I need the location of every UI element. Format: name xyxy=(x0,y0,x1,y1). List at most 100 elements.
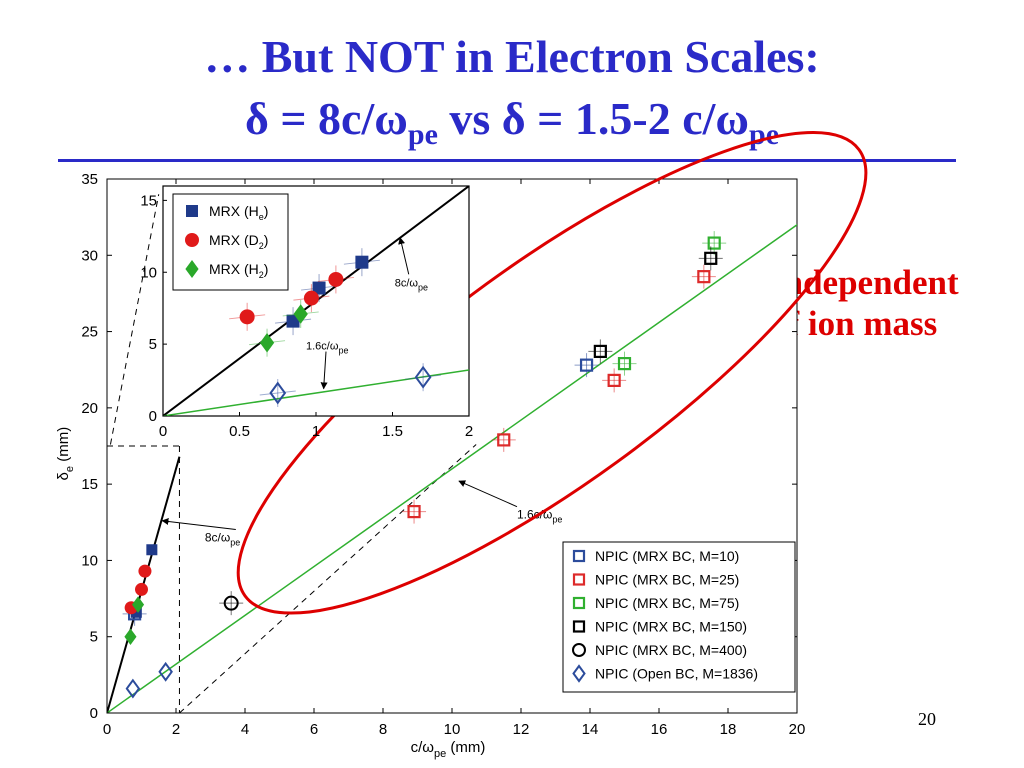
inset-point-s0-1 xyxy=(355,255,369,269)
inset-y-tick-label: 15 xyxy=(140,192,157,209)
legend-marker xyxy=(572,664,586,683)
y-tick-label: 20 xyxy=(81,400,98,417)
legend-box xyxy=(562,541,796,693)
main-point-s8-0 xyxy=(124,628,137,645)
inset-point-s0-2 xyxy=(312,281,326,295)
legend-label: NPIC (Open BC, M=1836) xyxy=(595,666,758,682)
inset-line-annotation-label: 1.6c/ωpe xyxy=(306,341,348,356)
x-tick-label: 20 xyxy=(789,721,806,738)
inset-line-1-6c xyxy=(163,369,469,416)
x-tick-label: 16 xyxy=(651,721,668,738)
highlight-ellipse xyxy=(236,130,868,615)
x-tick-label: 0 xyxy=(103,721,111,738)
y-tick-label: 10 xyxy=(81,552,98,569)
inset-x-tick-label: 2 xyxy=(465,423,473,440)
main-point-s5-1 xyxy=(158,661,173,682)
inset-x-tick-label: 0.5 xyxy=(229,423,250,440)
legend-marker xyxy=(572,596,586,610)
inset-point-s3-0 xyxy=(269,381,287,405)
inset-x-tick-label: 1 xyxy=(312,423,320,440)
title-underline xyxy=(58,159,956,162)
slide-number: 20 xyxy=(918,709,936,729)
main-point-s8-1 xyxy=(132,596,145,613)
x-tick-label: 2 xyxy=(172,721,180,738)
legend-marker xyxy=(572,620,586,633)
inset-legend-marker xyxy=(185,260,199,278)
inset-y-tick-label: 0 xyxy=(149,408,157,425)
y-tick-label: 25 xyxy=(81,324,98,341)
main-point-s7-2 xyxy=(138,564,152,578)
zoom-guide-diagonal-bottom xyxy=(179,444,477,713)
y-tick-label: 30 xyxy=(81,247,98,264)
inset-legend-label: MRX (D2) xyxy=(209,232,268,251)
main-point-s5-0 xyxy=(125,678,141,699)
main-point-s3-0 xyxy=(593,344,607,359)
inset-point-s3-1 xyxy=(414,365,432,389)
zoom-guide-diagonal-top xyxy=(109,194,160,445)
x-tick-label: 10 xyxy=(444,721,461,738)
side-note-line-2: of ion mass xyxy=(770,304,938,343)
inset-y-tick-label: 10 xyxy=(140,264,157,281)
inset-point-s3-1-xerr xyxy=(405,374,442,380)
main-plot-area xyxy=(107,194,797,713)
inset-y-tick-label: 5 xyxy=(149,336,157,353)
main-point-s6-0 xyxy=(130,606,142,618)
x-tick-label: 12 xyxy=(513,721,530,738)
legend-marker xyxy=(572,643,586,657)
inset-line-annotation-arrow xyxy=(320,351,328,390)
y-tick-label: 5 xyxy=(90,629,98,646)
main-point-s4-0 xyxy=(223,595,239,611)
inset-legend-label: MRX (He) xyxy=(209,203,268,222)
main-point-s1-0 xyxy=(407,505,421,519)
main-line-1-6c xyxy=(107,223,797,713)
main-point-s1-1 xyxy=(497,433,511,447)
inset-x-tick-label: 0 xyxy=(159,423,167,440)
legend-label: NPIC (MRX BC, M=25) xyxy=(595,572,739,588)
legend-label: NPIC (MRX BC, M=75) xyxy=(595,595,739,611)
x-axis-label: c/ωpe (mm) xyxy=(411,739,486,760)
inset-point-s1-1 xyxy=(303,290,319,306)
line-annotation-label: 8c/ωpe xyxy=(205,531,240,548)
y-axis-label: δe (mm) xyxy=(55,427,76,481)
main-point-s2-1 xyxy=(707,236,721,250)
inset-point-s0-0 xyxy=(286,314,300,328)
inset-legend-label: MRX (H2) xyxy=(209,261,268,280)
title-part-1: δ = 8c/ω xyxy=(244,93,408,144)
main-point-s2-0 xyxy=(617,357,632,371)
title-part-2: vs δ = 1.5-2 c/ω xyxy=(437,93,750,144)
inset-x-tick-label: 1.5 xyxy=(382,423,403,440)
main-point-s3-1 xyxy=(704,251,718,265)
main-point-s7-1 xyxy=(135,582,148,596)
inset-plot-area xyxy=(163,186,469,416)
slide-title-line-2: δ = 8c/ωpe vs δ = 1.5-2 c/ωpe xyxy=(0,92,1024,152)
slide-title-line-1: … But NOT in Electron Scales: xyxy=(204,31,820,82)
legend-marker xyxy=(572,573,586,586)
legend-label: NPIC (MRX BC, M=10) xyxy=(595,548,739,564)
line-annotation-arrow xyxy=(161,518,236,531)
inset-legend-marker xyxy=(185,233,199,247)
x-tick-label: 4 xyxy=(241,721,249,738)
title-sub-1: pe xyxy=(407,118,438,151)
main-point-s1-2 xyxy=(607,373,621,387)
title-sub-2: pe xyxy=(749,118,780,151)
inset-line-annotation-arrow xyxy=(398,237,410,275)
x-tick-label: 8 xyxy=(379,721,387,738)
x-tick-label: 14 xyxy=(582,721,599,738)
inset-legend-marker xyxy=(186,205,198,217)
inset-point-s1-2 xyxy=(328,271,344,287)
inset-point-s3-0-xerr xyxy=(259,390,296,396)
y-tick-label: 15 xyxy=(81,476,98,493)
x-tick-label: 6 xyxy=(310,721,318,738)
legend-label: NPIC (MRX BC, M=150) xyxy=(595,619,747,635)
y-tick-label: 35 xyxy=(81,171,98,188)
inset-line-annotation-label: 8c/ωpe xyxy=(395,277,428,292)
inset-point-s2-1 xyxy=(293,304,308,324)
x-tick-label: 18 xyxy=(720,721,737,738)
inset-point-s2-0 xyxy=(259,332,275,353)
legend-marker xyxy=(572,549,586,563)
y-tick-label: 0 xyxy=(90,705,98,722)
legend-label: NPIC (MRX BC, M=400) xyxy=(595,642,747,658)
inset-point-s1-0 xyxy=(239,309,255,325)
line-annotation-arrow xyxy=(458,480,518,508)
